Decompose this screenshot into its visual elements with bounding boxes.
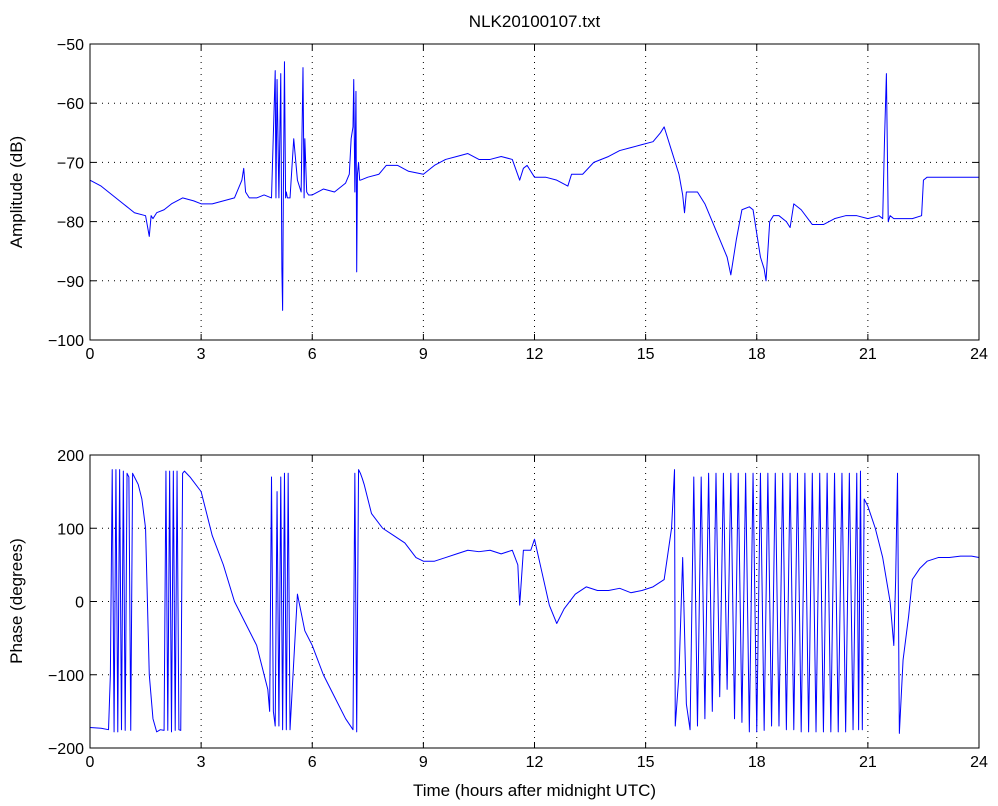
x-tick-label: 0 (86, 754, 95, 771)
y-tick-label: −90 (57, 274, 84, 291)
x-tick-label: 24 (970, 754, 988, 771)
phase-y-axis-label: Phase (degrees) (7, 538, 26, 664)
x-tick-label: 21 (859, 754, 877, 771)
phase-panel: 0 3 6 9 12 15 18 21 24 −200 −100 0 100 200 Time (hou… (7, 448, 988, 800)
x-tick-label: 18 (748, 346, 766, 363)
x-tick-label: 3 (197, 346, 206, 363)
amplitude-y-tick-labels: −100 −90 −80 −70 −60 −50 (48, 37, 84, 350)
y-tick-label: 100 (57, 521, 84, 538)
x-tick-label: 9 (419, 346, 428, 363)
phase-tick-marks (89, 454, 980, 749)
phase-y-tick-labels: −200 −100 0 100 200 (48, 448, 84, 758)
x-tick-label: 24 (970, 346, 988, 363)
amplitude-grid (90, 44, 979, 340)
y-tick-label: 200 (57, 448, 84, 465)
x-tick-label: 12 (526, 754, 544, 771)
amplitude-panel: 0 3 6 9 12 15 18 21 24 −100 −90 −80 −70 −60 −50 NLK20… (7, 12, 988, 363)
amplitude-tick-marks (89, 43, 980, 341)
y-tick-label: 0 (75, 595, 84, 612)
phase-grid (90, 455, 979, 748)
phase-x-axis-label: Time (hours after midnight UTC) (413, 781, 656, 800)
x-tick-label: 6 (308, 754, 317, 771)
phase-series-line (89, 469, 980, 734)
y-tick-label: −50 (57, 37, 84, 54)
x-tick-label: 12 (526, 346, 544, 363)
y-tick-label: −60 (57, 96, 84, 113)
amplitude-y-axis-label: Amplitude (dB) (7, 136, 26, 248)
y-tick-label: −200 (48, 741, 84, 758)
x-tick-label: 0 (86, 346, 95, 363)
amplitude-series-group (89, 61, 979, 311)
phase-series-group (89, 469, 980, 734)
amplitude-series-line (89, 61, 979, 311)
x-tick-label: 21 (859, 346, 877, 363)
x-tick-label: 18 (748, 754, 766, 771)
y-tick-label: −70 (57, 155, 84, 172)
amplitude-plot-background (90, 44, 979, 340)
x-tick-label: 6 (308, 346, 317, 363)
x-tick-label: 9 (419, 754, 428, 771)
y-tick-label: −100 (48, 668, 84, 685)
x-tick-label: 15 (637, 754, 655, 771)
amplitude-chart-title: NLK20100107.txt (469, 12, 601, 31)
x-tick-label: 3 (197, 754, 206, 771)
x-tick-label: 15 (637, 346, 655, 363)
y-tick-label: −80 (57, 215, 84, 232)
y-tick-label: −100 (48, 333, 84, 350)
amplitude-x-tick-labels: 0 3 6 9 12 15 18 21 24 (86, 346, 988, 363)
phase-x-tick-labels: 0 3 6 9 12 15 18 21 24 (86, 754, 988, 771)
